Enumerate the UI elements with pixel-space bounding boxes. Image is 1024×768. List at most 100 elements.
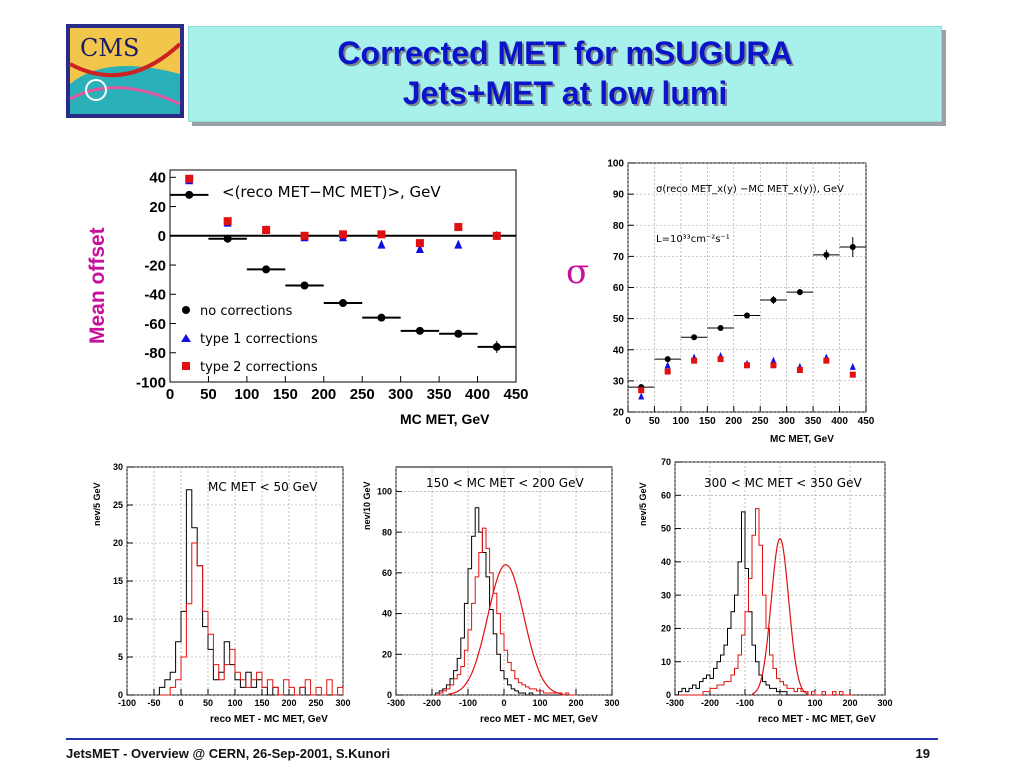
h2-hist-0 <box>435 507 576 696</box>
sigma-ytick-label: 60 <box>613 283 625 294</box>
sigma-point-1-8 <box>849 362 856 370</box>
h3-xtick-label: -200 <box>701 698 719 708</box>
h3-ytick-label: 0 <box>666 690 671 700</box>
h3-ytick-label: 10 <box>661 657 671 667</box>
h2-ylabel: nev/10 GeV <box>362 481 372 530</box>
h1-ytick-label: 20 <box>113 538 123 548</box>
mean-xtick-label: 400 <box>465 386 490 403</box>
h3-plot: -300 -200 -100 0 100 200 300 0 10 20 30 40 50 60 70 <box>661 457 893 708</box>
mean-point-0-7 <box>454 329 463 338</box>
title-line-1: Corrected MET for mSUGURA <box>337 35 793 71</box>
sigma-point-0-4 <box>744 312 750 319</box>
sigma-xtick-label: 0 <box>625 416 631 427</box>
h3-xtick-label: -100 <box>736 698 754 708</box>
title-box: Corrected MET for mSUGURA Jets+MET at lo… <box>188 26 942 122</box>
mean-point-0-6 <box>415 326 424 335</box>
sigma-ytick-label: 70 <box>613 252 625 263</box>
h3-ytick-label: 40 <box>661 557 671 567</box>
mean-title: <(reco MET−MC MET)>, GeV <box>222 183 441 201</box>
sigma-point-0-8 <box>849 244 856 251</box>
h3-xtick-label: 0 <box>777 698 782 708</box>
mean-ytick-label: -20 <box>144 257 166 274</box>
h3-title: 300 < MC MET < 350 GeV <box>704 476 862 490</box>
h1-ytick-label: 25 <box>113 500 123 510</box>
legend-marker-type1 <box>181 334 191 342</box>
mean-xtick-label: 150 <box>273 386 298 403</box>
footer-divider <box>66 738 938 740</box>
mean-ytick-label: -40 <box>144 287 166 304</box>
sigma-xtick-label: 300 <box>778 416 795 427</box>
mean-xtick-label: 450 <box>503 386 528 403</box>
h3-xtick-label: 200 <box>842 698 857 708</box>
sigma-point-0-1 <box>664 356 671 363</box>
sigma-point-2-5 <box>770 362 777 369</box>
mean-xtick-label: 200 <box>311 386 336 403</box>
h2-xtick-label: -200 <box>423 698 441 708</box>
mean-xtick-label: 0 <box>166 386 174 403</box>
h1-ytick-label: 0 <box>118 690 123 700</box>
h2-xtick-label: -300 <box>387 698 405 708</box>
h2-xtick-label: -100 <box>459 698 477 708</box>
sigma-xtick-label: 350 <box>805 416 822 427</box>
sigma-xtick-label: 200 <box>725 416 742 427</box>
sigma-ytick-label: 80 <box>613 221 625 232</box>
sigma-annotation: L=10³³cm⁻²s⁻¹ <box>656 234 730 245</box>
legend-marker-type2 <box>182 362 190 370</box>
mean-point-1-7 <box>454 239 463 249</box>
mean-xtick-label: 300 <box>388 386 413 403</box>
h1-hist-1 <box>159 542 344 696</box>
sigma-point-2-3 <box>717 356 724 363</box>
sigma-xtick-label: 250 <box>752 416 769 427</box>
h3-xtick-label: 300 <box>877 698 892 708</box>
sigma-point-2-2 <box>691 357 698 364</box>
legend-type2: type 2 corrections <box>200 360 318 375</box>
h3-ytick-label: 60 <box>661 490 671 500</box>
page-number: 19 <box>915 746 930 761</box>
mean-plot: 0 50 100 150 200 250 300 350 400 450-100-80-60-40… <box>136 169 529 403</box>
sigma-label: σ <box>566 252 590 292</box>
h3-hist-1 <box>678 508 854 696</box>
mean-point-2-3 <box>300 231 309 240</box>
h2-ytick-label: 60 <box>382 568 392 578</box>
sigma-xtick-label: 450 <box>858 416 875 427</box>
sigma-ytick-label: 100 <box>607 159 624 170</box>
sigma-ytick-label: 40 <box>613 345 625 356</box>
sigma-xlabel: MC MET, GeV <box>770 434 834 445</box>
sigma-point-2-0 <box>638 387 645 394</box>
mean-legend: no corrections type 1 corrections type 2… <box>181 304 318 375</box>
h3-xtick-label: -300 <box>666 698 684 708</box>
sigma-point-1-1 <box>664 361 671 369</box>
h1-xtick-label: 100 <box>227 698 242 708</box>
mean-point-2-5 <box>377 230 386 239</box>
h1-title: MC MET < 50 GeV <box>208 480 318 494</box>
mean-ytick-label: 20 <box>149 199 166 216</box>
sigma-point-0-2 <box>691 334 698 341</box>
h1-xtick-label: 200 <box>281 698 296 708</box>
mean-xtick-label: 350 <box>427 386 452 403</box>
legend-marker-no-corrections <box>182 306 190 314</box>
logo-text: CMS <box>80 34 139 62</box>
h1-ytick-label: 15 <box>113 576 123 586</box>
sigma-point-1-5 <box>770 356 777 364</box>
h2-ytick-label: 40 <box>382 609 392 619</box>
h2-title: 150 < MC MET < 200 GeV <box>426 476 584 490</box>
mean-point-2-8 <box>492 231 501 240</box>
sigma-point-2-8 <box>849 371 856 378</box>
mean-point-0-8 <box>492 342 501 351</box>
mean-xlabel: MC MET, GeV <box>400 411 490 427</box>
sigma-xtick-label: 400 <box>831 416 848 427</box>
mean-point-2-4 <box>339 230 347 239</box>
h3-gauss-fit <box>751 537 809 695</box>
h3-ytick-label: 50 <box>661 524 671 534</box>
mean-frame <box>169 169 517 383</box>
h2-gauss-fit <box>448 564 564 695</box>
mean-ytick-label: -100 <box>136 374 166 391</box>
h3-ylabel: nev/5 GeV <box>638 482 648 526</box>
mean-point-1-6 <box>415 243 424 253</box>
h1-ylabel: nev/5 GeV <box>92 482 102 526</box>
h2-ytick-label: 20 <box>382 649 392 659</box>
mean-point-0-3 <box>300 281 309 290</box>
